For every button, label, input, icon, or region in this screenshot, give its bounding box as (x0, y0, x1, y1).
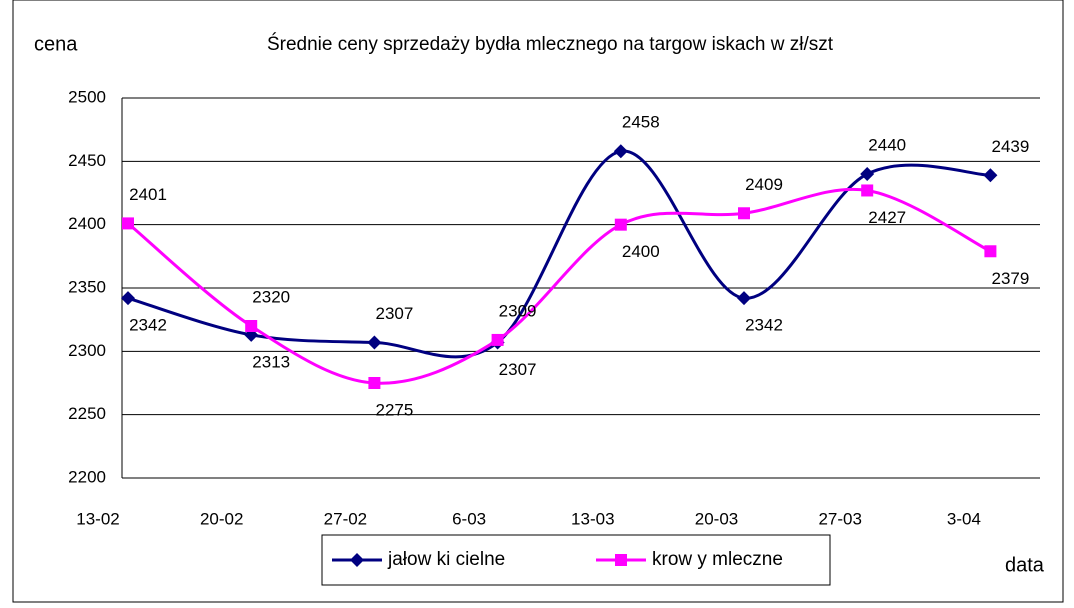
marker (737, 291, 751, 306)
data-label: 2439 (991, 137, 1029, 156)
data-label: 2307 (375, 304, 413, 323)
marker (121, 291, 135, 306)
y-tick-label: 2500 (68, 87, 106, 106)
data-label: 2313 (252, 352, 290, 371)
data-label: 2342 (745, 316, 783, 335)
x-tick-label: 27-02 (324, 509, 367, 528)
marker (122, 217, 134, 230)
legend (321, 534, 831, 586)
data-label: 2458 (622, 113, 660, 132)
legend-label: krow y mleczne (652, 549, 783, 570)
data-label: 2400 (622, 242, 660, 261)
legend-marker (615, 554, 627, 566)
data-label: 2320 (252, 287, 290, 306)
y-tick-label: 2450 (68, 151, 106, 170)
chart-title: Średnie ceny sprzedaży bydła mlecznego n… (267, 33, 834, 55)
marker (984, 245, 997, 258)
data-label: 2401 (129, 185, 167, 204)
marker (491, 333, 504, 346)
legend-marker (350, 553, 364, 567)
marker (861, 184, 874, 197)
marker (614, 218, 627, 231)
data-label: 2409 (745, 175, 783, 194)
marker (245, 320, 258, 332)
y-tick-label: 2200 (68, 467, 106, 486)
x-tick-label: 20-03 (695, 509, 738, 528)
x-tick-label: 13-03 (571, 509, 614, 528)
x-tick-label: 27-03 (818, 509, 861, 528)
y-tick-label: 2300 (68, 341, 106, 360)
marker (983, 168, 998, 183)
data-label: 2427 (868, 208, 906, 227)
marker (367, 335, 382, 350)
marker (613, 144, 628, 159)
data-label: 2342 (129, 316, 167, 335)
y-tick-label: 2400 (68, 214, 106, 233)
data-label: 2440 (868, 135, 906, 154)
marker (860, 167, 875, 181)
x-tick-label: 6-03 (452, 509, 486, 528)
x-tick-label: 13-02 (76, 509, 119, 528)
data-label: 2275 (375, 400, 413, 419)
data-label: 2379 (991, 269, 1029, 288)
series-line (127, 149, 991, 359)
x-axis-label: data (1005, 554, 1045, 576)
data-label: 2309 (499, 301, 537, 320)
frame (12, 0, 1064, 603)
x-tick-label: 20-02 (200, 509, 243, 528)
series-line (127, 187, 992, 385)
y-tick-label: 2350 (68, 277, 106, 296)
marker (738, 207, 750, 220)
y-axis-label: cena (34, 33, 78, 55)
x-tick-label: 3-04 (947, 509, 981, 528)
y-tick-label: 2250 (68, 404, 106, 423)
data-label: 2307 (499, 360, 537, 379)
marker (368, 377, 381, 389)
legend-label: jałow ki cielne (387, 549, 505, 570)
